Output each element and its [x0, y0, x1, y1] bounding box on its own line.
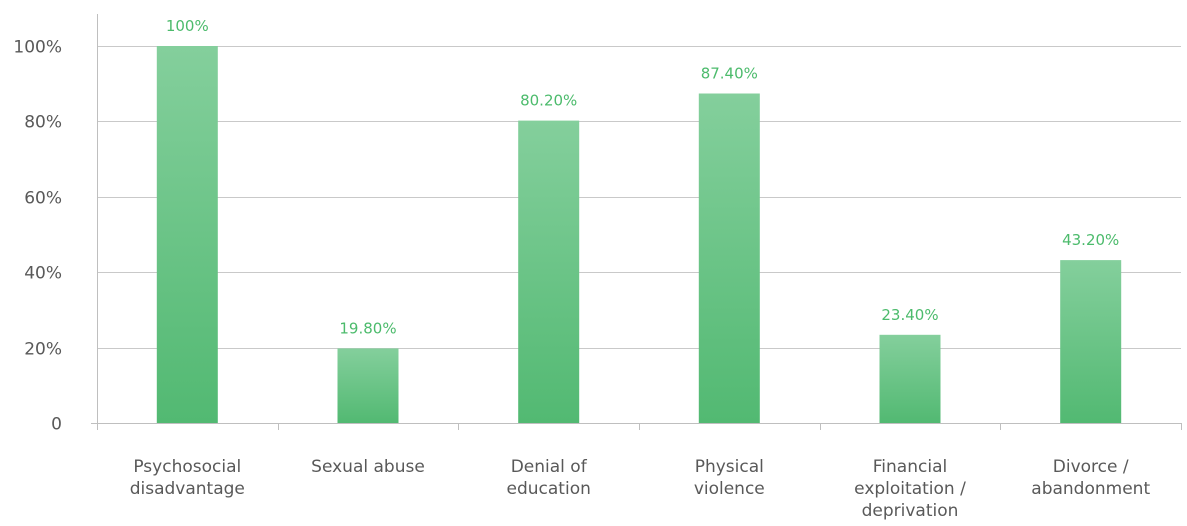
category-label-line: exploitation / [854, 479, 966, 499]
category-label-line: Psychosocial [133, 457, 241, 477]
bar [698, 93, 760, 423]
category-label: Denial of education [507, 457, 591, 499]
data-label: 43.20% [1062, 231, 1119, 249]
category-label: Financial exploitation / deprivation [854, 457, 966, 521]
y-tick-label: 20% [24, 340, 62, 360]
y-tick-label: 40% [24, 264, 62, 284]
category-label-line: education [507, 479, 591, 499]
y-axis-ticks: 0 20% 40% 60% 80% 100% [13, 38, 62, 435]
y-tick-label: 0 [51, 415, 62, 435]
category-label-line: Divorce / [1053, 457, 1129, 477]
category-label-line: Denial of [511, 457, 588, 477]
category-label-line: Financial [873, 457, 947, 477]
bar [518, 120, 580, 423]
category-label-line: violence [694, 479, 765, 499]
category-label: Psychosocial disadvantage [130, 457, 245, 499]
axes [91, 14, 1182, 430]
category-label-line: disadvantage [130, 479, 245, 499]
bar [1060, 260, 1122, 423]
data-label: 80.20% [520, 92, 577, 110]
category-label-line: Physical [695, 457, 764, 477]
y-tick-label: 60% [24, 189, 62, 209]
data-label: 100% [166, 17, 209, 35]
bars [156, 46, 1122, 423]
category-labels: Psychosocial disadvantage Sexual abuse Deni… [130, 457, 1151, 521]
category-label-line: Sexual abuse [311, 457, 425, 477]
bar [156, 46, 218, 423]
category-label: Sexual abuse [311, 457, 425, 477]
data-label: 19.80% [339, 319, 396, 337]
category-label: Physical violence [694, 457, 765, 499]
y-tick-label: 80% [24, 113, 62, 133]
data-label: 23.40% [881, 306, 938, 324]
bar [879, 334, 941, 423]
category-label-line: deprivation [862, 501, 959, 521]
gridlines [97, 46, 1181, 349]
category-label: Divorce / abandonment [1031, 457, 1150, 499]
bar [337, 348, 399, 423]
data-labels: 100% 19.80% 80.20% 87.40% 23.40% 43.20% [166, 17, 1119, 337]
data-label: 87.40% [701, 65, 758, 83]
category-label-line: abandonment [1031, 479, 1150, 499]
y-tick-label: 100% [13, 38, 62, 58]
